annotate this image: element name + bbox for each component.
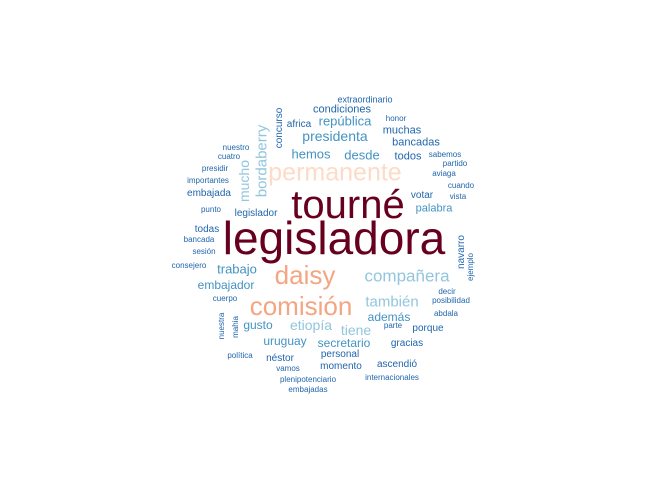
word-internacionales: internacionales [365,373,419,382]
word-parte: parte [383,321,403,330]
word-presidenta: presidenta [302,128,368,144]
word-aviaga: aviaga [432,169,456,178]
word-embajada: embajada [187,188,231,199]
word-daisy: daisy [274,260,336,290]
word-consejero: consejero [171,261,207,270]
word-bancada: bancada [183,235,215,244]
word-importantes: importantes [187,176,229,185]
word-gracias: gracias [390,338,424,349]
word-honor: honor [385,114,407,123]
word-tambien: también [365,293,419,311]
word-ascendio: ascendió [376,359,418,370]
word-concurso: concurso [274,107,285,149]
word-embajadas: embajadas [288,385,328,394]
word-vamos: vamos [276,364,300,373]
word-sabemos: sabemos [428,150,462,159]
word-tourne: tourné [291,183,405,227]
word-mahia: mahia [231,316,240,338]
word-votar: votar [410,190,434,201]
word-ademas: además [367,310,411,324]
word-abdala: abdala [433,309,459,318]
word-punto: punto [200,205,222,214]
word-presidir: presidir [201,164,229,173]
word-porque: porque [412,323,444,334]
word-todas: todas [194,224,220,235]
word-permanente: permanente [268,158,402,187]
word-personal: personal [320,349,360,360]
word-posibilidad: posibilidad [432,296,470,305]
word-nestor: néstor [266,353,294,364]
word-partido: partido [442,159,468,168]
word-vista: vista [449,192,467,201]
word-cuando: cuando [447,181,475,190]
word-republica: república [318,113,372,129]
word-trabajo: trabajo [217,261,257,277]
word-cuerpo: cuerpo [212,294,238,303]
word-decir: decir [438,287,456,296]
word-etiopia: etiopía [289,317,333,333]
word-extraordinario: extraordinario [337,94,393,105]
word-sesion: sesión [192,247,216,256]
word-embajador: embajador [197,278,255,292]
word-politica: política [227,351,253,360]
word-nuestra: nuestra [217,312,226,340]
word-bordaberry: bordaberry [253,124,271,198]
word-legisladora: legisladora [222,212,446,264]
word-plenipotenciario: plenipotenciario [279,375,337,384]
word-desde: desde [344,147,380,163]
word-comision: comisión [249,291,353,321]
word-tiene: tiene [340,322,372,338]
word-companera: compañera [364,266,450,286]
word-todos: todos [394,150,422,163]
word-bancadas: bancadas [392,136,440,149]
word-hemos: hemos [291,146,331,162]
word-gusto: gusto [243,318,273,332]
word-secretario: secretario [317,336,371,350]
word-muchas: muchas [382,124,422,137]
word-nuestro: nuestro [222,143,250,152]
word-legislador: legislador [234,208,278,219]
word-mucho: mucho [236,159,252,203]
word-momento: momento [320,361,362,372]
word-cuatro: cuatro [217,152,241,161]
word-condiciones: condiciones [312,103,372,116]
word-uruguay: uruguay [263,334,307,348]
word-palabra: palabra [415,202,453,215]
word-africa: africa [286,119,312,130]
word-ejemplo: ejemplo [466,252,475,282]
